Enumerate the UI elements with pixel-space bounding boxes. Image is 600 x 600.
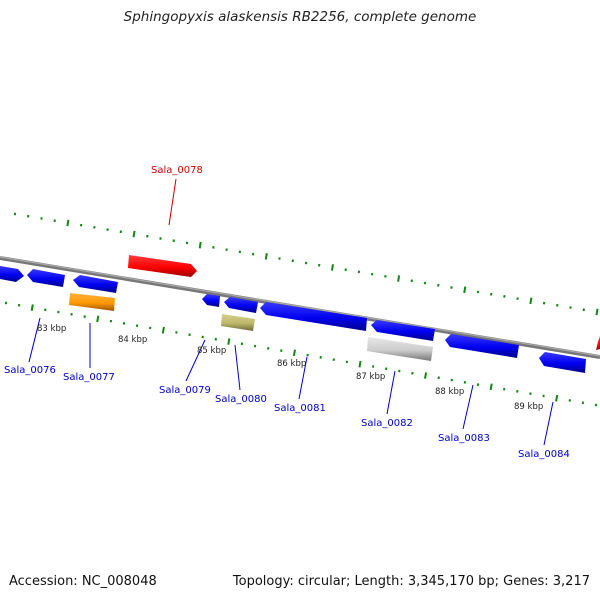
gene-arrow-sala-0082[interactable]: [367, 337, 433, 361]
major-tick: [397, 275, 401, 282]
genome-summary-text: Topology: circular; Length: 3,345,170 bp…: [232, 574, 590, 589]
gene-arrow-sala-0077[interactable]: [69, 293, 115, 311]
major-tick: [292, 349, 296, 357]
major-tick: [264, 253, 268, 260]
gene-label-sala-0077[interactable]: Sala_0077: [63, 372, 115, 383]
gene-arrow-sala-0076[interactable]: [0, 266, 24, 282]
major-tick: [96, 315, 100, 323]
major-tick: [30, 304, 34, 311]
gene-arrow-sala-0080-top[interactable]: [224, 297, 258, 313]
gene-label-sala-0083[interactable]: Sala_0083: [438, 433, 490, 444]
gene-labels: Sala_0076 Sala_0077 Sala_0079 Sala_0080 …: [4, 365, 570, 460]
leader-sala-0084: [543, 401, 554, 446]
scale-label: 85 kbp: [197, 346, 226, 356]
gene-label-sala-0080[interactable]: Sala_0080: [215, 394, 267, 405]
major-tick: [463, 286, 467, 294]
major-tick: [227, 338, 231, 345]
major-tick: [198, 241, 202, 249]
outer-tick-track: [13, 212, 599, 316]
major-tick: [424, 372, 428, 379]
gene-arrow-extra-left[interactable]: [27, 269, 65, 287]
scale-labels: 83 kbp 84 kbp 85 kbp 86 kbp 87 kbp 88 kb…: [37, 324, 543, 412]
gene-label-sala-0084[interactable]: Sala_0084: [518, 449, 570, 460]
major-tick: [66, 219, 70, 227]
scale-label: 88 kbp: [435, 387, 464, 397]
major-tick: [161, 326, 165, 334]
genome-backbone-highlight: [0, 256, 600, 357]
gene-arrow-sala-0081[interactable]: [260, 302, 367, 331]
major-tick: [529, 297, 533, 305]
gene-arrow-sala-0079[interactable]: [202, 294, 220, 307]
scale-label: 89 kbp: [514, 402, 543, 412]
major-tick: [595, 308, 599, 316]
inner-tick-track: [4, 301, 598, 407]
leader-sala-0081: [298, 356, 308, 400]
gene-arrow-sala-0085[interactable]: [596, 336, 600, 350]
gene-arrow-sala-0080[interactable]: [221, 314, 255, 331]
scale-label: 83 kbp: [37, 324, 66, 334]
gene-arrow-sala-0082-top[interactable]: [371, 320, 435, 341]
major-tick: [358, 360, 362, 368]
scale-label: 87 kbp: [356, 372, 385, 382]
leader-sala-0080: [234, 344, 241, 391]
leader-sala-0083: [462, 384, 474, 430]
scale-label: 86 kbp: [277, 359, 306, 369]
gene-label-sala-0081[interactable]: Sala_0081: [274, 403, 326, 414]
major-tick: [330, 264, 334, 271]
gene-arrow-sala-0083[interactable]: [445, 334, 519, 358]
major-tick: [555, 394, 559, 402]
map-title: Sphingopyxis alaskensis RB2256, complete…: [123, 9, 477, 25]
major-tick: [489, 383, 493, 391]
gene-label-sala-0082[interactable]: Sala_0082: [361, 418, 413, 429]
leader-sala-0079: [185, 339, 206, 382]
gene-label-sala-0078[interactable]: Sala_0078: [151, 165, 203, 176]
gene-label-sala-0079[interactable]: Sala_0079: [159, 385, 211, 396]
major-tick: [132, 230, 136, 238]
leader-sala-0076: [28, 317, 41, 363]
leader-sala-0082: [386, 370, 396, 415]
scale-label: 84 kbp: [118, 335, 147, 345]
gene-arrow-sala-0077-top[interactable]: [73, 275, 118, 293]
gene-label-sala-0076[interactable]: Sala_0076: [4, 365, 56, 376]
accession-text: Accession: NC_008048: [9, 574, 157, 589]
leader-sala-0078: [168, 178, 177, 226]
gene-arrow-sala-0084[interactable]: [539, 352, 586, 373]
gene-leader-lines: [28, 317, 554, 446]
gene-arrow-sala-0078[interactable]: [128, 255, 197, 277]
